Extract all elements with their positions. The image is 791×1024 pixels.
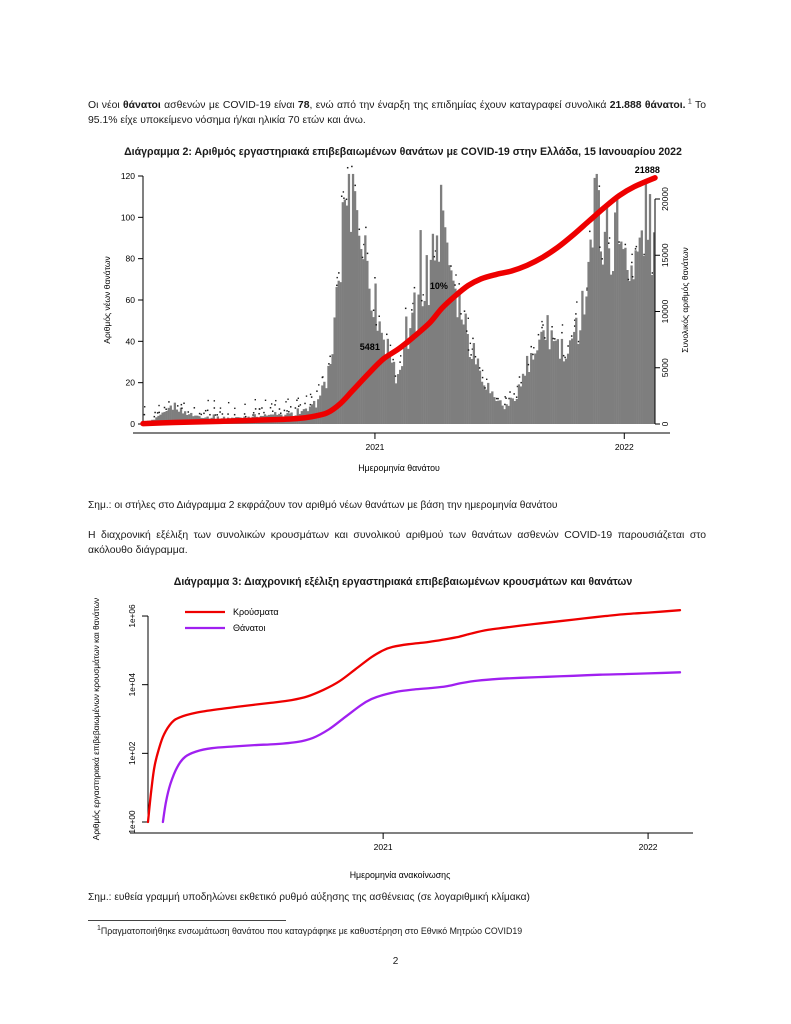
chart2-yl-tick: 0 <box>130 419 135 429</box>
footnote-marker: 1 <box>97 925 101 933</box>
body-paragraph: Η διαχρονική εξέλιξη των συνολικών κρουσ… <box>88 530 706 556</box>
chart2-title: Διάγραμμα 2: Αριθμός εργαστηριακά επιβεβ… <box>124 146 682 158</box>
chart2-x-tick: 2021 <box>365 442 384 452</box>
chart2-yr-tick: 20000 <box>660 187 670 211</box>
chart3-y-tick: 1e+02 <box>127 741 137 765</box>
legend-label: Θάνατοι <box>233 623 265 633</box>
chart2-yl-tick: 100 <box>121 212 135 222</box>
chart3-note: Σημ.: ευθεία γραμμή υποδηλώνει εκθετικό … <box>88 892 530 903</box>
chart3-y-tick: 1e+04 <box>127 673 137 697</box>
chart3-title: Διάγραμμα 3: Διαχρονική εξέλιξη εργαστηρ… <box>173 576 633 588</box>
legend-label: Κρούσματα <box>233 607 279 617</box>
chart3-series-Θάνατοι <box>161 671 682 824</box>
footnote: 1Πραγματοποιήθηκε ενσωμάτωση θανάτου που… <box>97 925 697 936</box>
footnote-text: Πραγματοποιήθηκε ενσωμάτωση θανάτου που … <box>100 926 523 936</box>
footnote-separator <box>88 920 286 921</box>
chart2-yr-tick: 15000 <box>660 243 670 267</box>
chart3-xlabel: Ημερομηνία ανακοίνωσης <box>350 870 451 880</box>
intro-paragraph: Οι νέοι θάνατοι ασθενών με COVID-19 είνα… <box>88 98 706 127</box>
chart2-xlabel: Ημερομηνία θανάτου <box>358 463 440 473</box>
chart2-ylabel-right: Συνολικός αριθμός θανάτων <box>680 247 690 353</box>
chart2-annotation: 10% <box>430 281 448 291</box>
chart2-annotation: 5481 <box>360 342 380 352</box>
chart3-y-tick: 1e+06 <box>127 604 137 628</box>
chart3-svg: 1e+00 1e+02 1e+04 1e+06 2021 2022 Κρούσματα Θάν… <box>91 598 693 880</box>
chart2-svg: 0 20 40 60 80 100 120 0 5000 10000 15000 20000 2021 2… <box>102 165 690 473</box>
chart2-x-tick: 2022 <box>615 442 634 452</box>
chart2-yl-tick: 120 <box>121 171 135 181</box>
chart3-x-tick: 2022 <box>639 842 658 852</box>
chart2-note: Σημ.: οι στήλες στο Διάγραμμα 2 εκφράζου… <box>88 500 558 511</box>
chart3-y-tick: 1e+00 <box>127 810 137 834</box>
chart3-x-tick: 2021 <box>374 842 393 852</box>
chart2-yl-tick: 20 <box>126 378 136 388</box>
chart2-yl-tick: 80 <box>126 254 136 264</box>
chart3-ylabel: Αριθμός εργαστηριακά επιβεβαιωμένων κρου… <box>91 598 101 840</box>
chart2-yr-tick: 0 <box>660 421 670 426</box>
chart2-yl-tick: 60 <box>126 295 136 305</box>
page-number: 2 <box>392 956 399 967</box>
chart2-yr-tick: 5000 <box>660 358 670 377</box>
chart2-yl-tick: 40 <box>126 336 136 346</box>
chart2-annotation: 21888 <box>635 165 660 175</box>
chart2-yr-tick: 10000 <box>660 299 670 323</box>
chart3-series-Κρούσματα <box>146 609 682 824</box>
chart2-ylabel-left: Αριθμός νέων θανάτων <box>102 256 112 343</box>
chart2-cumulative-line <box>140 175 658 427</box>
